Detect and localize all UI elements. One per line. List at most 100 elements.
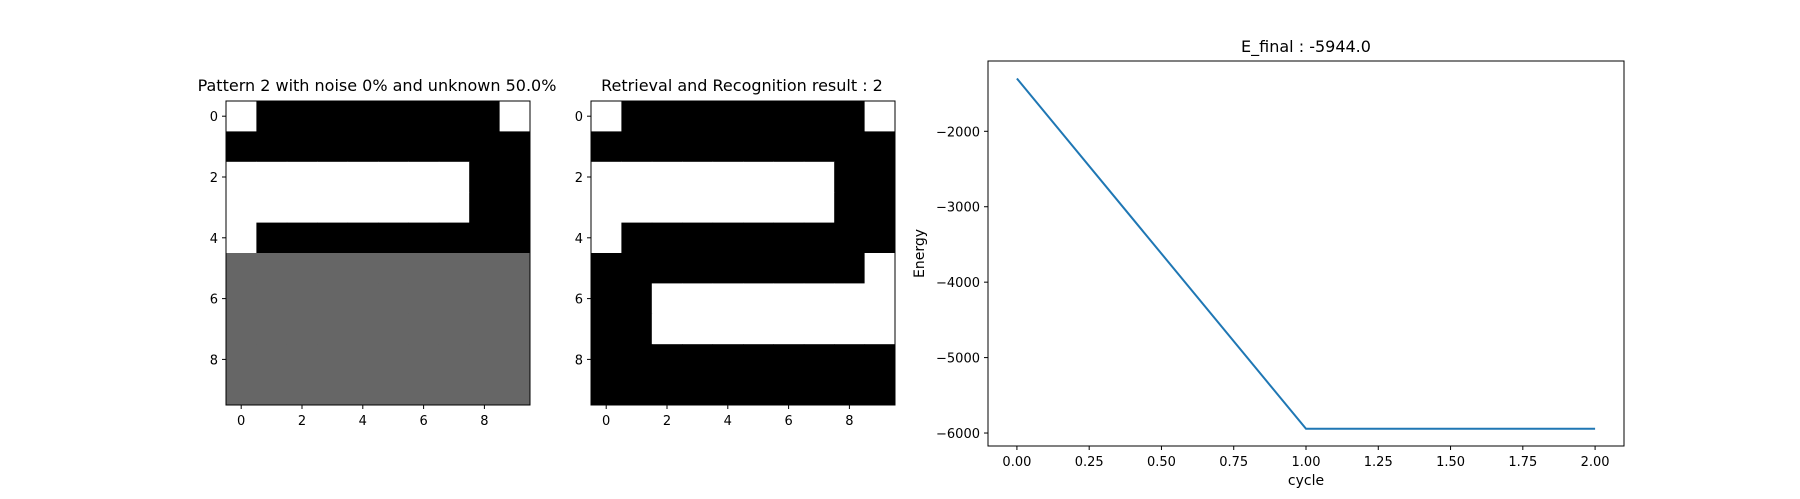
grid-cell: [864, 131, 896, 163]
grid-cell: [834, 313, 866, 345]
grid-cell: [378, 101, 409, 132]
grid-cell: [591, 101, 622, 132]
x-tick-label: 8: [845, 414, 853, 429]
grid-cell: [469, 131, 501, 163]
grid-cell: [682, 222, 714, 254]
y-tick-label: 0: [210, 110, 218, 125]
grid-cell: [773, 283, 805, 315]
grid-cell: [469, 374, 501, 406]
grid-cell: [499, 283, 531, 315]
energy-series-line: [1016, 77, 1596, 430]
grid-cell: [469, 344, 501, 376]
grid-cell: [834, 222, 866, 254]
grid-cell: [286, 283, 318, 315]
grid-cell: [378, 253, 409, 284]
grid-cell: [469, 192, 501, 224]
grid-cell: [378, 313, 409, 345]
grid-cell: [651, 253, 683, 284]
grid-cell: [438, 344, 470, 376]
input-pattern-title: Pattern 2 with noise 0% and unknown 50.0…: [198, 76, 557, 95]
grid-cell: [682, 313, 714, 345]
grid-cell: [712, 161, 744, 193]
grid-cell: [408, 101, 440, 132]
grid-cell: [469, 161, 501, 193]
grid-cell: [864, 344, 896, 376]
grid-cell: [317, 222, 349, 254]
grid-cell: [286, 374, 318, 406]
grid-cell: [256, 101, 288, 132]
grid-cell: [743, 374, 774, 406]
grid-cell: [834, 131, 866, 163]
y-tick-label: −6000: [936, 427, 980, 442]
grid-cell: [408, 253, 440, 284]
x-tick-label: 1.50: [1436, 455, 1465, 470]
grid-cell: [256, 161, 288, 193]
grid-cell: [712, 374, 744, 406]
grid-cell: [803, 344, 835, 376]
grid-cell: [864, 374, 896, 406]
grid-cell: [408, 313, 440, 345]
grid-cell: [591, 313, 622, 345]
energy-plot-title: E_final : -5944.0: [1241, 37, 1371, 57]
grid-cell: [621, 101, 653, 132]
grid-cell: [773, 222, 805, 254]
grid-cell: [712, 131, 744, 163]
grid-cell: [499, 313, 531, 345]
grid-cell: [591, 344, 622, 376]
grid-cell: [317, 101, 349, 132]
x-tick-label: 8: [480, 414, 488, 429]
grid-cell: [317, 131, 349, 163]
grid-cell: [347, 344, 379, 376]
y-tick-label: −2000: [936, 125, 980, 140]
grid-cell: [743, 101, 774, 132]
grid-cell: [803, 222, 835, 254]
grid-cell: [591, 283, 622, 315]
grid-cell: [682, 253, 714, 284]
grid-cell: [378, 374, 409, 406]
grid-cell: [438, 313, 470, 345]
x-tick-label: 4: [359, 414, 367, 429]
grid-cell: [438, 192, 470, 224]
grid-cell: [803, 283, 835, 315]
grid-cell: [651, 344, 683, 376]
grid-cell: [499, 161, 531, 193]
grid-cell: [743, 161, 774, 193]
grid-cell: [408, 344, 440, 376]
grid-cell: [591, 374, 622, 406]
grid-cell: [347, 253, 379, 284]
grid-cell: [256, 131, 288, 163]
grid-cell: [621, 131, 653, 163]
grid-cell: [803, 253, 835, 284]
grid-cell: [773, 253, 805, 284]
grid-cell: [864, 101, 896, 132]
retrieval-result-frame: [590, 100, 896, 406]
input-pattern-cells: [226, 101, 531, 406]
grid-cell: [682, 131, 714, 163]
grid-cell: [317, 192, 349, 224]
grid-cell: [286, 222, 318, 254]
x-tick-label: 0: [237, 414, 245, 429]
x-tick-label: 2: [298, 414, 306, 429]
grid-cell: [378, 344, 409, 376]
grid-cell: [499, 192, 531, 224]
grid-cell: [438, 222, 470, 254]
y-tick-label: −3000: [936, 201, 980, 216]
grid-cell: [834, 344, 866, 376]
grid-cell: [499, 101, 531, 132]
x-tick-label: 2.00: [1581, 455, 1610, 470]
grid-cell: [864, 222, 896, 254]
grid-cell: [864, 161, 896, 193]
x-tick-label: 6: [419, 414, 427, 429]
energy-plot-frame: [987, 60, 1625, 447]
grid-cell: [408, 131, 440, 163]
grid-cell: [347, 374, 379, 406]
grid-cell: [408, 374, 440, 406]
grid-cell: [682, 101, 714, 132]
grid-cell: [834, 101, 866, 132]
x-tick-label: 1.75: [1508, 455, 1537, 470]
input-pattern-panel: Pattern 2 with noise 0% and unknown 50.0…: [198, 76, 557, 429]
energy-plot-y-ticks: −2000 −3000 −4000 −5000 −6000: [936, 125, 988, 442]
grid-cell: [591, 253, 622, 284]
grid-cell: [773, 161, 805, 193]
